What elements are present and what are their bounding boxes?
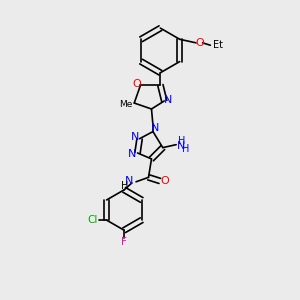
Text: F: F	[121, 237, 127, 248]
Text: O: O	[160, 176, 169, 186]
Text: O: O	[133, 79, 141, 89]
Text: N: N	[131, 132, 140, 142]
Text: N: N	[125, 176, 134, 186]
Text: H: H	[178, 136, 185, 146]
Text: N: N	[128, 149, 137, 159]
Text: H: H	[182, 144, 189, 154]
Text: H: H	[121, 181, 128, 191]
Text: O: O	[195, 38, 204, 48]
Text: Me: Me	[119, 100, 133, 109]
Text: N: N	[164, 95, 172, 105]
Text: Cl: Cl	[88, 215, 98, 225]
Text: Et: Et	[213, 40, 223, 50]
Text: N: N	[151, 123, 159, 133]
Text: N: N	[177, 141, 185, 151]
